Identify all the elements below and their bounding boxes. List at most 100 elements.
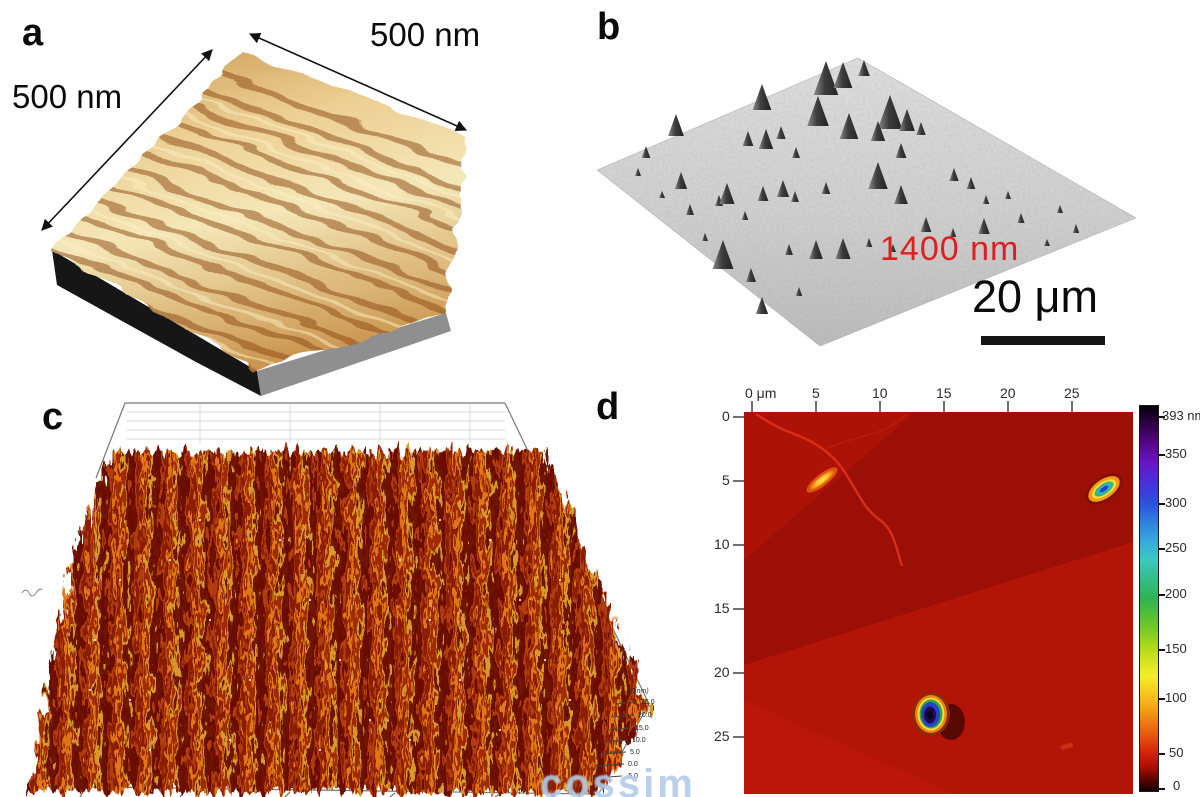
hillock-cone: [877, 95, 903, 129]
hillock-cone: [1057, 205, 1063, 213]
hillock-cone: [890, 244, 896, 252]
colorbar-tick-label: 0: [1173, 778, 1181, 793]
hillock-cone: [949, 228, 957, 237]
hillock-cone: [659, 191, 665, 198]
panel-c-z-ticks: [593, 701, 638, 779]
panel-c-z-axis-title: Z(nm): [630, 688, 649, 695]
sparkle-dot: [408, 738, 412, 742]
colorbar-tick: [1158, 788, 1165, 790]
sparkle-dot: [88, 688, 92, 692]
hillock-cone: [719, 183, 735, 204]
panel-d-afm-map: [744, 412, 1133, 794]
panel-d-fold-line-2: [823, 413, 907, 451]
sparkle-dot: [318, 748, 322, 752]
hillock-cone: [702, 233, 708, 241]
sparkle-dot: [228, 738, 232, 742]
panel-b-scalebar-label: 20 μm: [972, 271, 1098, 322]
colorbar-tick-label: 200: [1165, 586, 1187, 601]
hillock-cone: [776, 180, 790, 197]
panel-b-label: b: [597, 6, 621, 48]
hillock-cone: [807, 96, 829, 126]
sparkle-dot: [543, 658, 547, 662]
panel-d-y-label: 15: [714, 600, 730, 616]
panel-d-fold-line: [755, 412, 904, 567]
hillock-cone: [792, 147, 800, 158]
sparkle-dot: [198, 518, 202, 522]
panel-d-y-label: 20: [714, 664, 730, 680]
colorbar-tick: [1158, 698, 1165, 700]
hillock-cone: [920, 217, 932, 232]
sparkle-dot: [458, 678, 462, 682]
hillock-cone: [1005, 191, 1011, 199]
hillock-cone: [758, 129, 774, 149]
panel-d-top-left-flake: [744, 412, 915, 560]
panel-d-bright-streak: [806, 467, 838, 493]
panel-d-y-label: 5: [722, 472, 730, 488]
colorbar-tick-label: 100: [1165, 690, 1187, 705]
hillock-cone: [982, 195, 990, 204]
colorbar-tick-label: 350: [1165, 446, 1187, 461]
colorbar-tick: [1158, 416, 1165, 418]
sparkle-dot: [118, 578, 122, 582]
hillock-cone: [635, 168, 641, 176]
panel-c-grid: [127, 404, 505, 443]
hillock-cone: [894, 185, 908, 204]
panel-c-side-annotation: [21, 588, 43, 597]
watermark: cossim: [540, 762, 696, 797]
colorbar-tick-label: 250: [1165, 540, 1187, 555]
sparkle-dot: [368, 718, 372, 722]
hillock-cone: [895, 143, 907, 158]
sparkle-dot: [148, 748, 152, 752]
hillock-cone: [1072, 224, 1080, 233]
sparkle-dot: [558, 578, 562, 582]
hillock-cone: [641, 146, 651, 158]
hillock-cone: [858, 60, 870, 76]
colorbar-tick: [1158, 548, 1165, 550]
colorbar-tick: [1158, 503, 1165, 505]
colorbar-tick: [1158, 649, 1165, 651]
hillock-cone: [755, 297, 769, 314]
panel-c-z-tick: 5.0: [630, 749, 640, 756]
hillock-cone: [712, 240, 734, 269]
colorbar-tick: [1158, 454, 1165, 456]
hillock-cone: [865, 238, 873, 247]
hillock-cone: [821, 182, 831, 194]
panel-d-particle-top-right: [1085, 473, 1123, 505]
panel-d-small-defect: [1060, 742, 1073, 750]
hillock-cone: [686, 204, 694, 215]
sparkle-dot: [93, 638, 97, 642]
colorbar-tick-label: 300: [1165, 495, 1187, 510]
sparkle-dot: [398, 558, 402, 562]
panel-c-z-tick: 20.0: [638, 712, 652, 719]
panel-c-z-tick: 25.0: [641, 699, 655, 706]
panel-a-side-face: [257, 313, 451, 396]
hillock-cone: [813, 61, 839, 95]
hillock-cone: [674, 172, 688, 189]
panel-a-front-face: [52, 250, 261, 396]
panel-b-scalebar: [981, 336, 1105, 345]
panel-d-x-label: 5: [812, 385, 820, 401]
sparkle-dot: [568, 698, 572, 702]
colorbar-tick-label: 150: [1165, 641, 1187, 656]
panel-c-sparkles: [88, 518, 572, 752]
sparkle-dot: [248, 678, 252, 682]
sparkle-dot: [278, 538, 282, 542]
panel-d-x-label: 10: [872, 385, 888, 401]
colorbar-tick-label: 50: [1169, 745, 1184, 760]
panel-a-top-dimension: 500 nm: [370, 16, 481, 53]
hillock-cone: [978, 218, 990, 234]
panel-d-x-label: 0 μm: [745, 385, 777, 401]
hillock-cone: [668, 114, 684, 136]
panel-d-lower-flake: [744, 542, 1133, 794]
sparkle-dot: [428, 618, 432, 622]
hillock-cone: [757, 186, 769, 201]
panel-d-y-label: 25: [714, 728, 730, 744]
hillock-cone: [1017, 213, 1025, 223]
colorbar-tick: [1158, 753, 1165, 755]
panel-b-hillock-cones: [635, 60, 1080, 314]
panel-b-height-annotation: 1400 nm: [880, 230, 1020, 268]
panel-d-x-label: 25: [1064, 385, 1080, 401]
panel-d-axis-ticks: [733, 401, 1073, 738]
panel-c-z-tick: -5.0: [626, 773, 639, 780]
